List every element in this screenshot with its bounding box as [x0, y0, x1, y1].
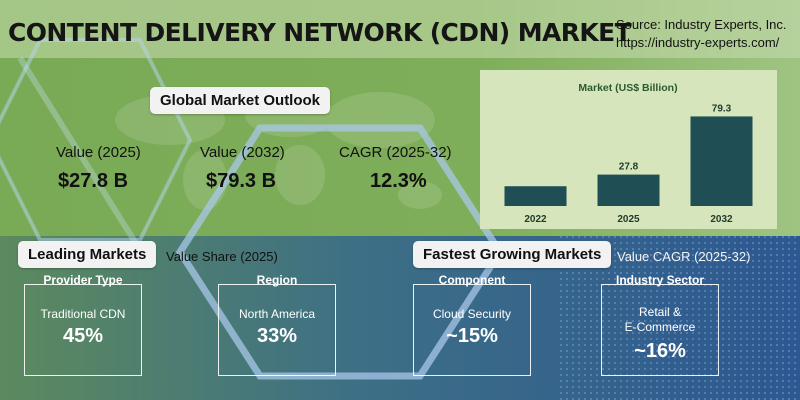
kpi-label-value-2025: Value (2025) — [56, 144, 141, 161]
leading-markets-subheading: Value Share (2025) — [166, 249, 278, 264]
kpi-label-value-2032: Value (2032) — [200, 144, 285, 161]
kpi-label-cagr: CAGR (2025-32) — [339, 144, 452, 161]
source-name: Source: Industry Experts, Inc. — [616, 17, 787, 32]
kpi-value-2025: $27.8 B — [58, 170, 129, 192]
card-value-industry-sector: ~16% — [634, 340, 686, 362]
tick-label-2025: 2025 — [617, 214, 640, 225]
source-url: https://industry-experts.com/ — [616, 35, 780, 50]
outlook-heading: Global Market Outlook — [150, 87, 331, 114]
fastest-growing-heading: Fastest Growing Markets — [413, 241, 612, 268]
data-label-2032: 79.3 — [712, 103, 732, 114]
bar-2022 — [504, 186, 567, 206]
card-head-provider-type: Provider Type — [43, 273, 123, 287]
page-title: CONTENT DELIVERY NETWORK (CDN) MARKET — [8, 18, 632, 47]
card-provider-type: Provider Type Traditional CDN 45% — [24, 273, 142, 376]
market-chart-panel: Market (US$ Billion) 2022 27.8 2025 79.3 203… — [480, 70, 777, 229]
card-name-retail-ecommerce: Retail & E-Commerce — [602, 305, 718, 335]
card-region: Region North America 33% — [218, 273, 336, 376]
card-name-line-retail: Retail & — [638, 305, 682, 319]
bar-2032 — [690, 116, 753, 206]
fastest-growing-subheading: Value CAGR (2025-32) — [617, 249, 751, 264]
card-component: Component Cloud Security ~15% — [413, 273, 531, 376]
card-head-industry-sector: Industry Sector — [615, 273, 705, 287]
bar-2025 — [597, 174, 660, 206]
source-credit: Source: Industry Experts, Inc. https://i… — [616, 16, 787, 52]
kpi-value-cagr: 12.3% — [370, 170, 427, 192]
data-label-2025: 27.8 — [619, 162, 639, 173]
tick-label-2032: 2032 — [710, 214, 733, 225]
leading-markets-heading: Leading Markets — [18, 241, 157, 268]
card-name-line-ecommerce: E-Commerce — [624, 320, 696, 334]
chart-title: Market (US$ Billion) — [578, 82, 677, 94]
card-name-north-america: North America — [238, 307, 316, 321]
kpi-value-2032: $79.3 B — [206, 170, 277, 192]
card-head-region: Region — [256, 273, 298, 287]
card-name-traditional-cdn: Traditional CDN — [40, 307, 126, 321]
card-head-component: Component — [438, 273, 506, 287]
card-industry-sector: Industry Sector Retail & E-Commerce ~16% — [601, 273, 719, 376]
card-name-cloud-security: Cloud Security — [432, 307, 512, 321]
card-value-component: ~15% — [446, 325, 498, 347]
tick-label-2022: 2022 — [524, 214, 547, 225]
market-bar-chart: Market (US$ Billion) 2022 27.8 2025 79.3 203… — [504, 82, 753, 225]
card-value-provider-type: 45% — [62, 325, 104, 347]
card-value-region: 33% — [256, 325, 298, 347]
